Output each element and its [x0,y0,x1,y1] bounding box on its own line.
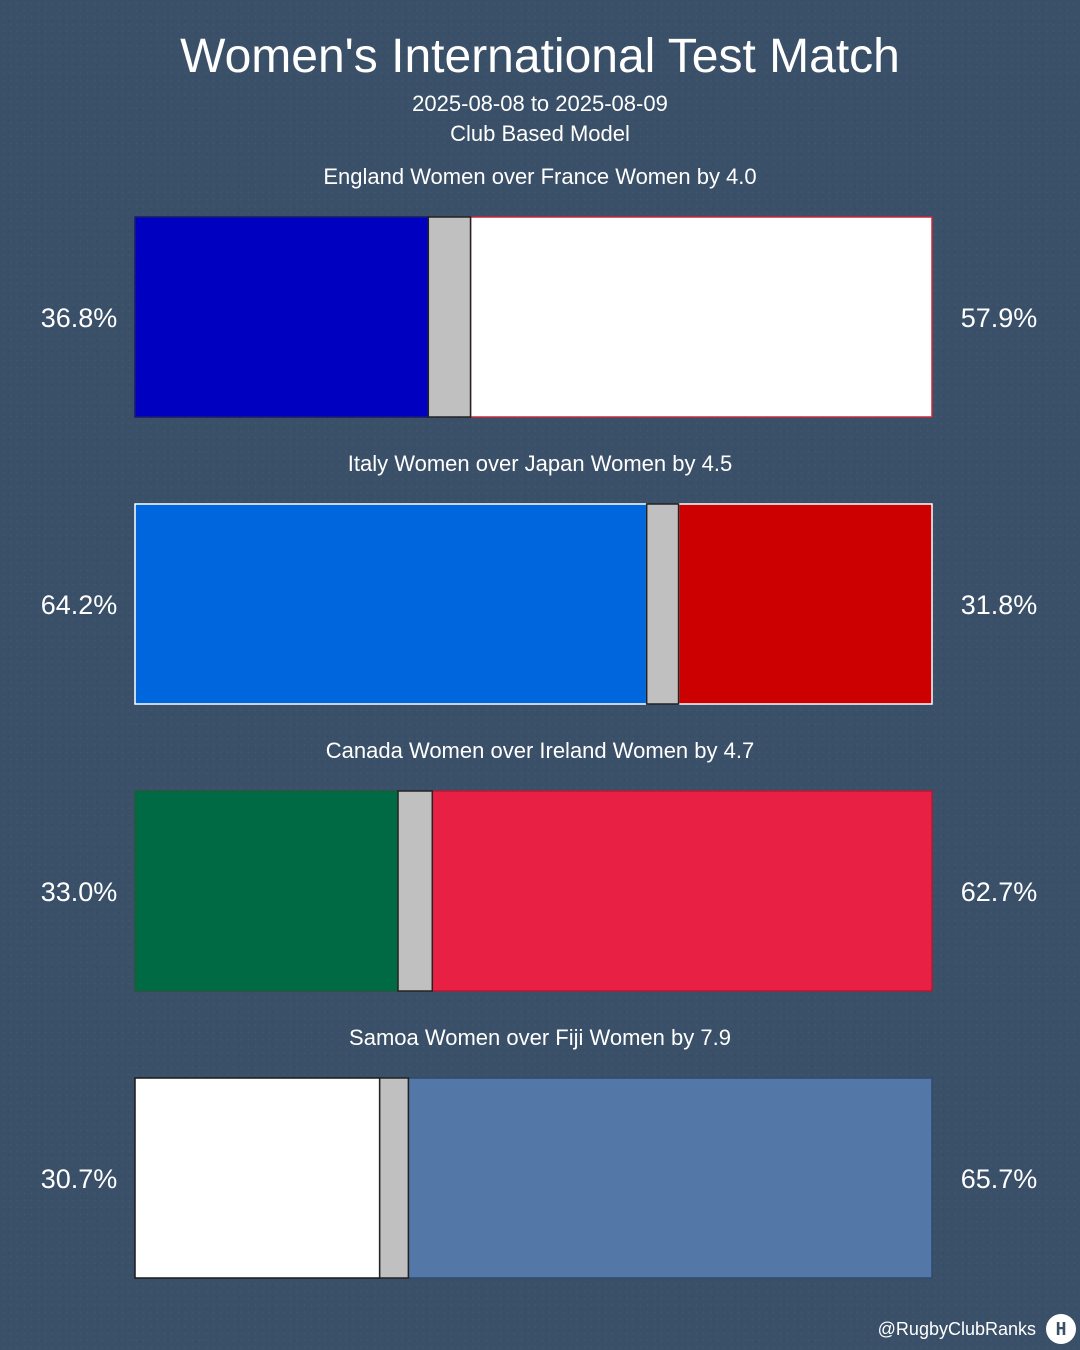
right-win-probability: 62.7% [961,877,1038,907]
match-group: Canada Women over Ireland Women by 4.7 33… [41,738,1038,992]
right-team-bar [431,790,933,992]
match-group: England Women over France Women by 4.0 36… [41,164,1038,418]
left-win-probability: 30.7% [41,1164,118,1194]
draw-bar [427,216,472,418]
rugby-posts-icon: H [1046,1314,1076,1344]
match-headline: Italy Women over Japan Women by 4.5 [348,451,732,476]
match-group: Samoa Women over Fiji Women by 7.9 30.7% 6… [41,1025,1038,1279]
footer: @RugbyClubRanks H [878,1314,1076,1344]
left-team-bar [134,790,399,992]
match-headline: Samoa Women over Fiji Women by 7.9 [349,1025,731,1050]
left-team-bar [134,503,648,705]
right-win-probability: 65.7% [961,1164,1038,1194]
left-win-probability: 64.2% [41,590,118,620]
twitter-handle[interactable]: @RugbyClubRanks [877,1319,1036,1339]
draw-bar [378,1077,410,1279]
match-group: Italy Women over Japan Women by 4.5 64.2%… [41,451,1038,705]
left-team-bar [134,1077,381,1279]
left-team-bar [134,216,430,418]
right-team-bar [677,503,933,705]
match-headline: Canada Women over Ireland Women by 4.7 [326,738,754,763]
right-win-probability: 57.9% [961,303,1038,333]
right-team-bar [407,1077,933,1279]
match-headline: England Women over France Women by 4.0 [323,164,756,189]
model-name: Club Based Model [450,121,630,146]
chart-title: Women's International Test Match [180,30,900,83]
left-win-probability: 36.8% [41,303,118,333]
date-range: 2025-08-08 to 2025-08-09 [412,91,668,116]
draw-bar [645,503,680,705]
left-win-probability: 33.0% [41,877,118,907]
right-win-probability: 31.8% [961,590,1038,620]
draw-bar [397,790,434,992]
right-team-bar [469,216,933,418]
